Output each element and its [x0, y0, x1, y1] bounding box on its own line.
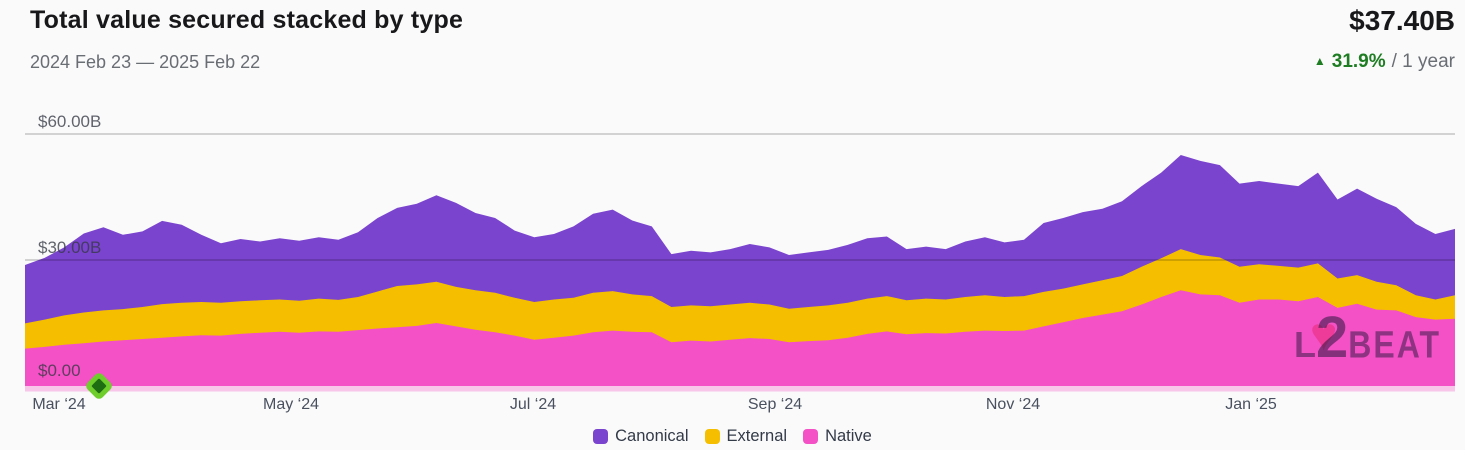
- legend-label-native: Native: [825, 427, 872, 445]
- current-value: $37.40B: [1349, 5, 1455, 36]
- date-range: 2024 Feb 23 — 2025 Feb 22: [30, 52, 261, 72]
- x-axis-label: Jan ‘25: [1225, 396, 1277, 413]
- legend-item-canonical[interactable]: Canonical: [593, 427, 689, 446]
- legend-label-canonical: Canonical: [615, 427, 689, 445]
- legend-chip-external: [704, 429, 720, 444]
- x-axis-label: May ‘24: [262, 396, 320, 413]
- legend-chip-canonical: [593, 429, 609, 444]
- header-right: $37.40B ▲ 31.9% / 1 year: [1314, 4, 1455, 73]
- y-axis-label: $0.00: [38, 361, 81, 380]
- change-percent: 31.9%: [1331, 51, 1386, 72]
- x-axis-label: Jul ‘24: [509, 396, 557, 413]
- header-left: Total value secured stacked by type 2024…: [30, 4, 463, 73]
- chart-header: Total value secured stacked by type 2024…: [0, 0, 1465, 90]
- legend: Canonical External Native: [0, 427, 1465, 446]
- x-axis-label: Mar ‘24: [32, 396, 86, 413]
- x-axis-label: Nov ‘24: [985, 396, 1041, 413]
- x-axis-label: Sep ‘24: [747, 396, 803, 413]
- legend-item-external[interactable]: External: [704, 427, 788, 446]
- milestone-diamond-icon[interactable]: [84, 371, 114, 401]
- page-title: Total value secured stacked by type: [30, 6, 464, 34]
- legend-label-external: External: [726, 427, 788, 445]
- legend-item-native[interactable]: Native: [803, 427, 872, 446]
- y-axis-label: $30.00B: [38, 238, 102, 257]
- change-row: ▲ 31.9% / 1 year: [1314, 51, 1455, 73]
- legend-chip-native: [803, 429, 819, 444]
- change-period: / 1 year: [1391, 51, 1455, 72]
- y-axis-label: $60.00B: [38, 112, 102, 131]
- up-triangle-icon: ▲: [1313, 54, 1326, 68]
